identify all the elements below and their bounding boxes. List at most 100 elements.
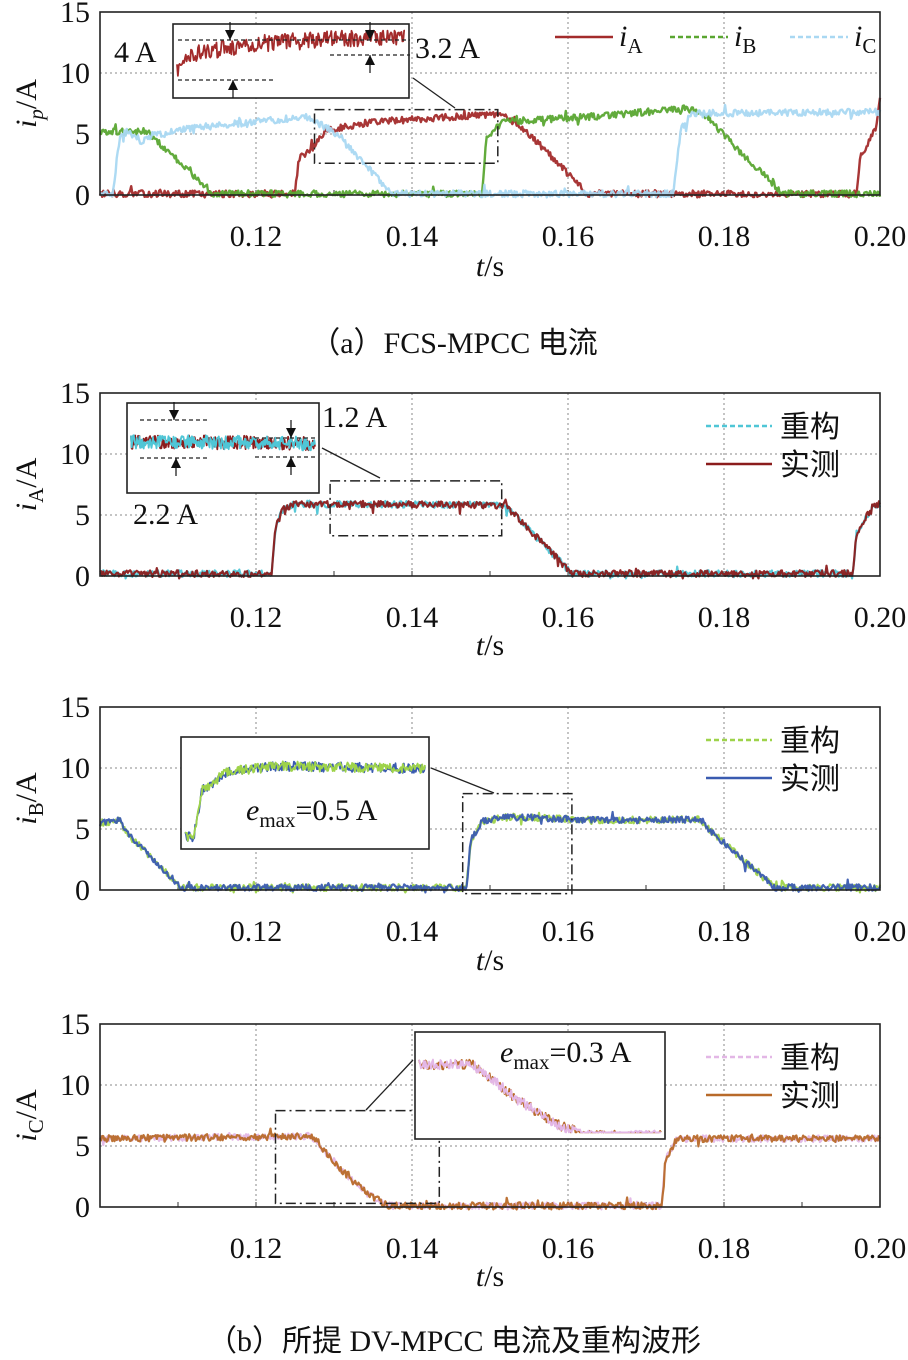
y-tick-label: 5 — [75, 118, 90, 151]
inset-wave — [184, 760, 426, 842]
legend-label-A: iA — [619, 20, 643, 58]
x-tick-label: 0.12 — [230, 601, 283, 634]
x-tick-label: 0.16 — [542, 915, 595, 948]
inset-leader — [321, 447, 381, 479]
legend-label: 实测 — [780, 763, 840, 796]
legend-label-C: iC — [854, 20, 876, 58]
label-peak-4a: 4 A — [114, 36, 157, 69]
y-axis-label: iA/A — [10, 457, 48, 511]
inset-frame — [414, 1031, 666, 1140]
x-tick-label: 0.16 — [542, 220, 595, 253]
inset-leader — [412, 77, 456, 109]
x-axis-label: t/s — [476, 629, 504, 662]
x-tick-label: 0.18 — [698, 220, 751, 253]
inset-wave — [418, 1058, 661, 1134]
arrow-ripple-top — [365, 30, 375, 40]
y-tick-label: 15 — [60, 1008, 90, 1041]
inset-frame — [180, 736, 430, 850]
y-tick-label: 5 — [75, 499, 90, 532]
legend-label: 实测 — [780, 1080, 840, 1113]
y-tick-label: 5 — [75, 813, 90, 846]
legend-label: 重构 — [780, 411, 840, 444]
x-axis-label: t/s — [476, 250, 504, 283]
zoom-region-box — [274, 1109, 441, 1205]
x-tick-label: 0.20 — [854, 220, 907, 253]
y-tick-label: 10 — [60, 438, 90, 471]
inset-frame — [172, 23, 410, 99]
legend-label: 重构 — [780, 725, 840, 758]
zoom-region-box — [313, 108, 499, 165]
plot-frame — [99, 392, 881, 577]
label-ripple-1.2a: 1.2 A — [322, 401, 387, 434]
x-axis-label: t/s — [476, 1260, 504, 1293]
x-tick-label: 0.20 — [854, 915, 907, 948]
y-tick-label: 15 — [60, 0, 90, 29]
inset-leader — [430, 767, 495, 794]
legend-label: 实测 — [780, 449, 840, 482]
arrow-peak-bottom — [228, 80, 238, 90]
y-axis-label: iC/A — [10, 1089, 48, 1142]
y-tick-label: 15 — [60, 691, 90, 724]
y-tick-label: 0 — [75, 560, 90, 593]
series-line-B — [99, 104, 882, 199]
y-tick-label: 5 — [75, 1130, 90, 1163]
arrow-ripple-bottom — [365, 55, 375, 65]
x-tick-label: 0.16 — [542, 601, 595, 634]
arrow-ripple-2.2-top — [169, 410, 179, 420]
arrow-ripple-1.2-top — [286, 428, 296, 438]
series-line-实测 — [99, 1127, 881, 1211]
inset-wave — [176, 29, 405, 77]
y-tick-label: 10 — [60, 1069, 90, 1102]
x-axis-label: t/s — [476, 944, 504, 977]
x-tick-label: 0.14 — [386, 1232, 439, 1265]
y-tick-label: 10 — [60, 752, 90, 785]
x-tick-label: 0.12 — [230, 1232, 283, 1265]
inset-wave — [184, 760, 426, 843]
plot-frame — [99, 11, 881, 196]
x-tick-label: 0.16 — [542, 1232, 595, 1265]
label-max-error: emax=0.3 A — [500, 1036, 632, 1074]
arrow-ripple-2.2-bottom — [171, 458, 181, 468]
arrow-ripple-1.2-bottom — [286, 457, 296, 467]
x-tick-label: 0.14 — [386, 601, 439, 634]
legend-label-B: iB — [734, 20, 756, 58]
label-ripple-3.2a: 3.2 A — [415, 32, 480, 65]
inset-leader — [365, 1059, 414, 1111]
x-tick-label: 0.14 — [386, 220, 439, 253]
label-max-error: emax=0.5 A — [246, 794, 378, 832]
series-line-实测 — [98, 810, 881, 894]
y-tick-label: 10 — [60, 57, 90, 90]
caption-a: （a）FCS-MPCC 电流 — [310, 327, 598, 360]
x-tick-label: 0.18 — [698, 915, 751, 948]
label-ripple-2.2a: 2.2 A — [133, 498, 198, 531]
legend-label: 重构 — [780, 1042, 840, 1075]
y-tick-label: 0 — [75, 874, 90, 907]
x-tick-label: 0.14 — [386, 915, 439, 948]
y-axis-label: ip/A — [10, 79, 48, 128]
series-line-重构 — [99, 499, 882, 580]
zoom-region-box — [329, 480, 503, 537]
plot-frame — [99, 706, 881, 891]
x-tick-label: 0.12 — [230, 220, 283, 253]
series-line-C — [99, 103, 882, 199]
plot-frame — [99, 1023, 881, 1208]
x-tick-label: 0.18 — [698, 1232, 751, 1265]
chart-fcs-mpcc: 0 5 10 15 0.12 0.14 0.16 0.18 0.20 t/s ip/A iA iB iC 4… — [10, 0, 906, 283]
x-tick-label: 0.12 — [230, 915, 283, 948]
x-tick-label: 0.20 — [854, 601, 907, 634]
y-tick-label: 0 — [75, 179, 90, 212]
y-tick-label: 0 — [75, 1191, 90, 1224]
caption-b: （b）所提 DV-MPCC 电流及重构波形 — [207, 1325, 701, 1358]
y-axis-label: iB/A — [10, 772, 48, 825]
x-tick-label: 0.20 — [854, 1232, 907, 1265]
series-line-重构 — [98, 1131, 882, 1211]
zoom-region-box — [461, 792, 573, 895]
inset-wave — [130, 434, 316, 452]
series-line-实测 — [99, 498, 882, 580]
y-tick-label: 15 — [60, 377, 90, 410]
x-tick-label: 0.18 — [698, 601, 751, 634]
